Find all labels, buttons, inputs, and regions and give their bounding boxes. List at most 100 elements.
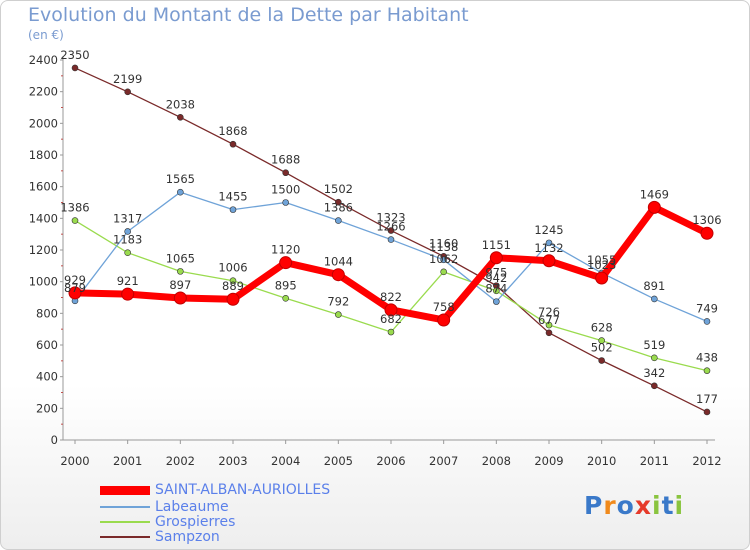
data-point	[700, 226, 714, 240]
data-label: 726	[538, 305, 560, 319]
data-point	[68, 286, 82, 300]
legend-swatch	[100, 536, 150, 538]
data-point	[177, 114, 184, 121]
x-tick-label: 2006	[376, 454, 405, 468]
x-tick-label: 2003	[218, 454, 247, 468]
data-point	[121, 287, 135, 301]
x-tick-label: 2005	[324, 454, 353, 468]
data-point	[489, 251, 503, 265]
data-label: 1317	[113, 211, 142, 225]
data-point	[545, 239, 553, 247]
data-label: 682	[380, 312, 402, 326]
data-point	[229, 206, 237, 213]
data-point	[124, 249, 131, 256]
data-point	[545, 321, 553, 329]
data-label: 1469	[640, 187, 669, 201]
legend-item-saint-alban: SAINT-ALBAN-AURIOLLES	[100, 482, 330, 498]
logo-letter: o	[616, 491, 635, 520]
data-label: 1266	[376, 220, 405, 234]
y-tick-label: 400	[36, 370, 58, 384]
data-point	[598, 337, 605, 344]
data-label: 1062	[429, 252, 458, 266]
legend-label: Grospierres	[155, 514, 236, 530]
data-label: 628	[591, 321, 613, 335]
y-tick-label: 1600	[29, 180, 58, 194]
legend-label: Labeaume	[155, 499, 229, 515]
y-tick-label: 200	[36, 401, 58, 415]
data-label: 438	[696, 351, 718, 365]
data-point	[282, 294, 289, 302]
data-label: 2199	[113, 72, 142, 86]
x-tick-label: 2010	[587, 454, 616, 468]
data-label: 1688	[271, 153, 300, 167]
data-point	[387, 236, 395, 243]
data-label: 1306	[692, 213, 721, 227]
data-label: 2350	[60, 48, 89, 62]
data-label: 1386	[60, 201, 89, 215]
data-label: 749	[696, 301, 718, 315]
data-point	[229, 277, 237, 285]
x-tick-label: 2004	[271, 454, 300, 468]
data-point	[71, 64, 79, 72]
data-point	[542, 254, 556, 268]
data-label: 677	[538, 313, 560, 327]
data-point	[282, 199, 289, 206]
data-label: 342	[643, 366, 665, 380]
data-point	[384, 303, 398, 317]
data-point	[651, 382, 658, 390]
data-label: 1323	[376, 211, 405, 225]
data-label: 1245	[534, 223, 563, 237]
y-tick-label: 1200	[29, 243, 58, 257]
logo-letter: x	[634, 491, 652, 520]
chart-title: Evolution du Montant de la Dette par Hab…	[28, 4, 469, 26]
data-point	[440, 268, 447, 276]
legend-item-sampzon: Sampzon	[100, 529, 220, 545]
data-label: 929	[64, 273, 86, 287]
data-point	[598, 357, 605, 364]
legend-label: Sampzon	[155, 529, 220, 545]
data-label: 1138	[429, 240, 458, 254]
data-point	[177, 268, 184, 275]
data-point	[282, 169, 289, 177]
legend-item-labeaume: Labeaume	[100, 499, 229, 515]
data-label: 1023	[587, 258, 616, 272]
data-point	[651, 354, 658, 362]
data-label: 1868	[218, 124, 247, 138]
data-point	[545, 329, 553, 337]
data-label: 897	[169, 278, 191, 292]
data-point	[173, 291, 187, 305]
legend-swatch	[100, 485, 150, 495]
y-tick-label: 600	[36, 338, 58, 352]
data-label: 1500	[271, 183, 300, 197]
data-label: 1120	[271, 243, 300, 257]
data-point	[595, 271, 609, 285]
legend-swatch	[100, 506, 150, 508]
data-point	[71, 217, 79, 224]
x-tick-label: 2009	[534, 454, 563, 468]
data-label: 758	[433, 300, 455, 314]
data-label: 502	[591, 341, 613, 355]
y-tick-label: 1800	[29, 148, 58, 162]
data-label: 1502	[324, 182, 353, 196]
x-tick-label: 2011	[640, 454, 669, 468]
data-point	[703, 367, 711, 374]
legend-item-grospierres: Grospierres	[100, 514, 235, 530]
data-point	[124, 88, 131, 96]
data-label: 1183	[113, 233, 142, 247]
x-tick-label: 2008	[482, 454, 511, 468]
logo-letter: i	[674, 491, 685, 520]
data-point	[279, 256, 293, 270]
data-label: 1065	[166, 251, 195, 265]
data-label: 1160	[429, 236, 458, 250]
data-label: 1044	[324, 255, 353, 269]
data-label: 1151	[482, 238, 511, 252]
y-tick-label: 800	[36, 306, 58, 320]
data-label: 1132	[534, 241, 563, 255]
unit-label: (en €)	[28, 28, 64, 42]
logo-letter: r	[603, 491, 617, 520]
data-label: 1006	[218, 261, 247, 275]
data-label: 942	[485, 271, 507, 285]
data-point	[335, 198, 342, 206]
data-label: 1386	[324, 201, 353, 215]
data-point	[437, 313, 451, 327]
